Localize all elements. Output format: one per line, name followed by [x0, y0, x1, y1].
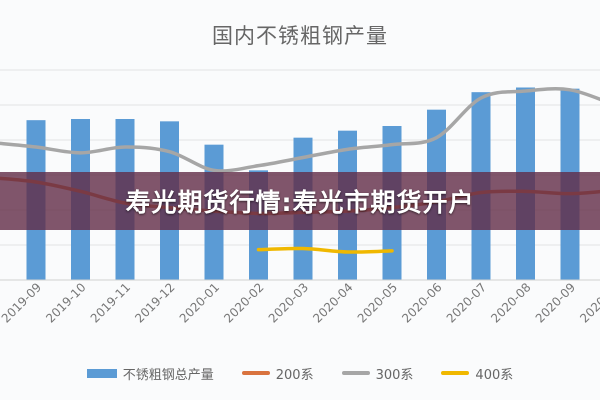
x-tick-label: 2020-10 [577, 280, 600, 325]
x-tick-label: 2020-04 [310, 280, 355, 325]
x-tick-label: 2020-08 [488, 280, 533, 325]
x-tick-label: 2020-01 [177, 280, 222, 325]
x-tick-label: 2020-02 [221, 280, 266, 325]
legend-item: 不锈粗钢总产量 [86, 364, 214, 383]
legend-item: 400系 [441, 364, 513, 383]
legend-label: 300系 [375, 367, 414, 383]
x-tick-label: 2020-06 [399, 280, 444, 325]
legend-swatch [341, 371, 370, 375]
x-tick-label: 2019-09 [0, 280, 44, 325]
series-line-300系 [0, 87, 600, 173]
legend-label: 400系 [475, 367, 514, 383]
legend-label: 200系 [275, 367, 314, 383]
chart-legend: 不锈粗钢总产量 200系 300系 400系 [0, 362, 600, 384]
chart-title: 国内不锈粗钢产量 [212, 24, 388, 48]
x-tick-label: 2020-03 [266, 280, 311, 325]
series-line-400系 [256, 246, 394, 254]
x-tick-label: 2020-05 [355, 280, 400, 325]
legend-swatch [441, 371, 470, 375]
legend-item: 300系 [341, 364, 414, 383]
x-tick-label: 2019-11 [88, 280, 133, 325]
overlay-banner: 寿光期货行情:寿光市期货开户 [0, 172, 600, 230]
legend-swatch [86, 368, 117, 378]
legend-swatch [241, 371, 270, 375]
x-tick-label: 2020-07 [444, 280, 489, 325]
banner-text: 寿光期货行情:寿光市期货开户 [125, 188, 475, 217]
x-tick-label: 2019-12 [132, 280, 177, 325]
legend-item: 200系 [241, 364, 314, 383]
legend-label: 不锈粗钢总产量 [122, 367, 214, 383]
x-tick-label: 2019-10 [43, 280, 88, 325]
x-tick-label: 2020-09 [533, 280, 578, 325]
